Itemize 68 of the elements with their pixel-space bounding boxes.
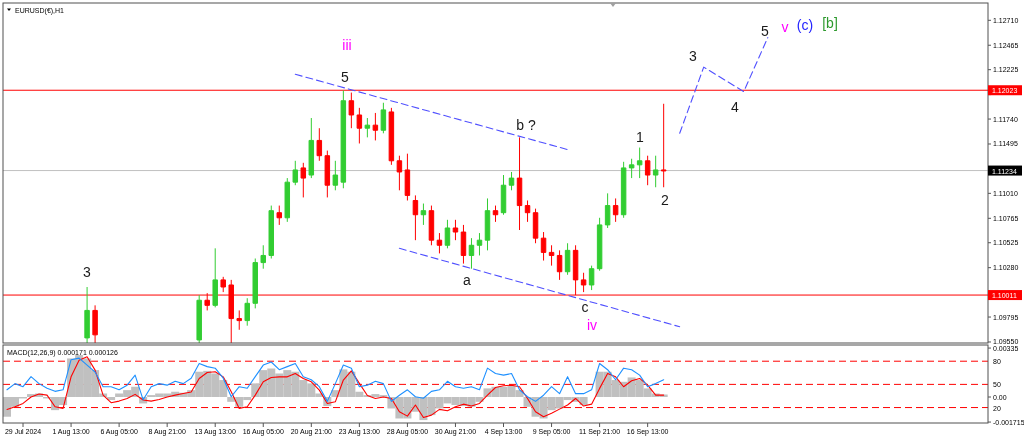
candlestick [316,127,323,162]
candlestick [364,117,371,138]
candlestick [244,297,250,327]
annotation: iii [342,37,352,53]
candlestick [380,102,387,134]
candlestick [348,92,355,129]
candlestick [588,265,595,291]
candlestick [332,160,339,191]
candlestick [548,244,555,267]
annotation: v [781,19,789,35]
candlestick [492,205,499,223]
candlestick [556,249,563,281]
annotation: iv [586,317,598,333]
candlestick [396,155,403,191]
candlestick [404,153,411,201]
candlestick [420,203,427,226]
candlestick [356,107,363,144]
line-series [679,37,769,134]
candlestick [612,197,619,223]
annotation: 3 [689,48,698,64]
candlestick [196,294,202,343]
candlestick [644,155,651,186]
candlestick [516,136,523,231]
candlestick [212,247,218,308]
candlestick [468,237,475,270]
annotation: 5 [761,23,770,39]
candlestick [292,160,299,186]
candlestick [84,286,90,343]
annotation: [b] [822,15,838,31]
candlestick [484,197,491,251]
candlestick [452,219,459,241]
candlestick [652,155,659,188]
candlestick [92,304,98,343]
candlestick [260,244,267,270]
annotation: b ? [516,117,536,133]
annotation: 3 [83,264,92,280]
candlestick [340,90,347,189]
candlestick [236,309,242,331]
candlestick [276,205,283,226]
candlestick [636,147,643,179]
annotation: a [463,272,472,288]
annotation: 1 [636,129,645,145]
candlestick [508,171,515,191]
candlestick [460,224,467,265]
candlestick [268,205,275,260]
candlestick [308,117,315,179]
candlestick [580,272,587,293]
candlestick [412,194,419,241]
candlestick [324,150,331,198]
candlestick [476,232,483,256]
candlestick [436,232,443,254]
candlestick [372,112,379,141]
candlestick [524,199,531,223]
candlestick [444,219,451,249]
candlestick [540,231,547,262]
candlestick [300,162,307,198]
candlestick [604,192,611,229]
annotation: 4 [731,99,740,115]
annotation: 5 [341,69,350,85]
candlestick [628,158,635,179]
candlestick [660,103,667,188]
annotation: (c) [796,17,814,33]
candlestick [220,276,226,293]
candlestick [284,177,291,223]
annotation: c [581,299,589,315]
annotation: 2 [661,192,670,208]
candlestick [620,161,627,219]
candlestick [252,258,258,309]
